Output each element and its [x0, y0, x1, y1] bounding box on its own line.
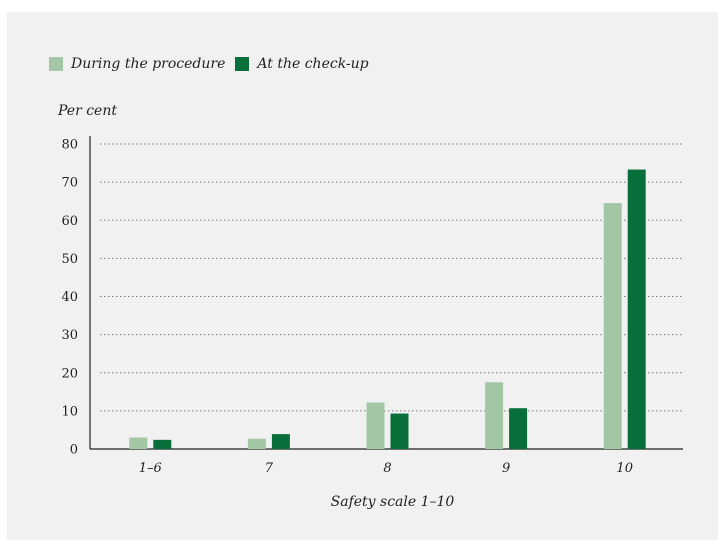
y-tick-label: 60 [61, 214, 78, 229]
y-tick-label: 70 [61, 176, 78, 191]
bar [129, 437, 148, 449]
y-tick-label: 0 [70, 443, 78, 458]
legend-swatch-checkup [235, 57, 250, 71]
legend-swatch-during [49, 57, 63, 71]
bar [603, 203, 622, 449]
x-tick-label: 9 [502, 461, 510, 476]
legend: During the procedure At the check-up [49, 56, 379, 72]
y-tick-label: 10 [61, 404, 78, 419]
bar [485, 382, 504, 449]
bar [627, 169, 646, 449]
legend-item-checkup: At the check-up [235, 56, 369, 72]
bar [366, 402, 385, 449]
bar [509, 408, 528, 449]
y-tick-label: 30 [61, 328, 78, 343]
x-axis-label: Safety scale 1–10 [330, 494, 455, 510]
y-tick-label: 40 [61, 290, 78, 305]
legend-item-during: During the procedure [49, 56, 225, 72]
y-tick-label: 50 [61, 252, 78, 267]
bar [271, 434, 290, 449]
legend-label-during: During the procedure [71, 56, 226, 72]
x-tick-label: 7 [265, 461, 274, 476]
x-tick-label: 10 [616, 461, 633, 476]
bar [247, 438, 266, 449]
x-tick-label: 8 [383, 461, 391, 476]
x-tick-label: 1–6 [139, 461, 162, 476]
legend-label-checkup: At the check-up [257, 56, 369, 72]
bar [153, 439, 172, 449]
y-axis-label: Per cent [58, 103, 117, 119]
y-tick-label: 80 [61, 138, 78, 153]
y-tick-label: 20 [61, 366, 78, 381]
chart-panel [7, 12, 718, 540]
bar [390, 413, 409, 449]
